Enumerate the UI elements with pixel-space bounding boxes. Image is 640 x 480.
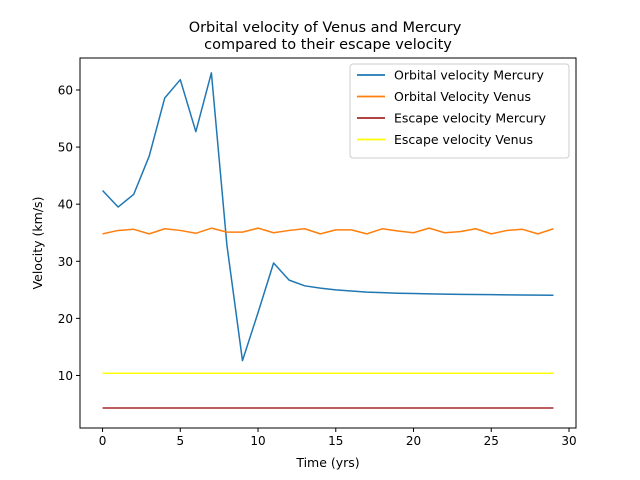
y-axis-label: Velocity (km/s): [30, 197, 45, 290]
series-layer: [102, 72, 554, 409]
x-tick-label: 30: [561, 434, 576, 448]
y-tick-label: 30: [58, 255, 73, 269]
x-tick-label: 10: [250, 434, 265, 448]
plot-frame: [79, 57, 577, 429]
series-line-1: [102, 72, 554, 362]
x-tick-label: 15: [328, 434, 343, 448]
y-tick-label: 60: [58, 83, 73, 97]
x-tick-label: 0: [99, 434, 107, 448]
legend-box: [349, 63, 570, 159]
y-tick-label: 20: [58, 312, 73, 326]
legend-label-3: Escape velocity Mercury: [394, 111, 547, 126]
y-tick-label: 50: [58, 141, 73, 155]
x-tick-label: 20: [406, 434, 421, 448]
legend-label-4: Escape velocity Venus: [394, 132, 533, 147]
ticks-layer: 0 5 10 15 20 25 30 10 20 30 40 50 60: [58, 83, 577, 448]
series-line-2: [102, 227, 554, 235]
y-tick-label: 40: [58, 198, 73, 212]
x-axis-label: Time (yrs): [295, 455, 359, 470]
chart-title-line-1: Orbital velocity of Venus and Mercury: [189, 20, 462, 36]
legend-label-1: Orbital velocity Mercury: [394, 68, 544, 83]
legend-label-2: Orbital Velocity Venus: [394, 89, 531, 104]
x-tick-label: 5: [176, 434, 184, 448]
legend: Orbital velocity Mercury Orbital Velocity…: [349, 63, 570, 159]
x-tick-label: 25: [484, 434, 499, 448]
y-tick-label: 10: [58, 369, 73, 383]
chart-title-line-2: compared to their escape velocity: [204, 37, 452, 53]
